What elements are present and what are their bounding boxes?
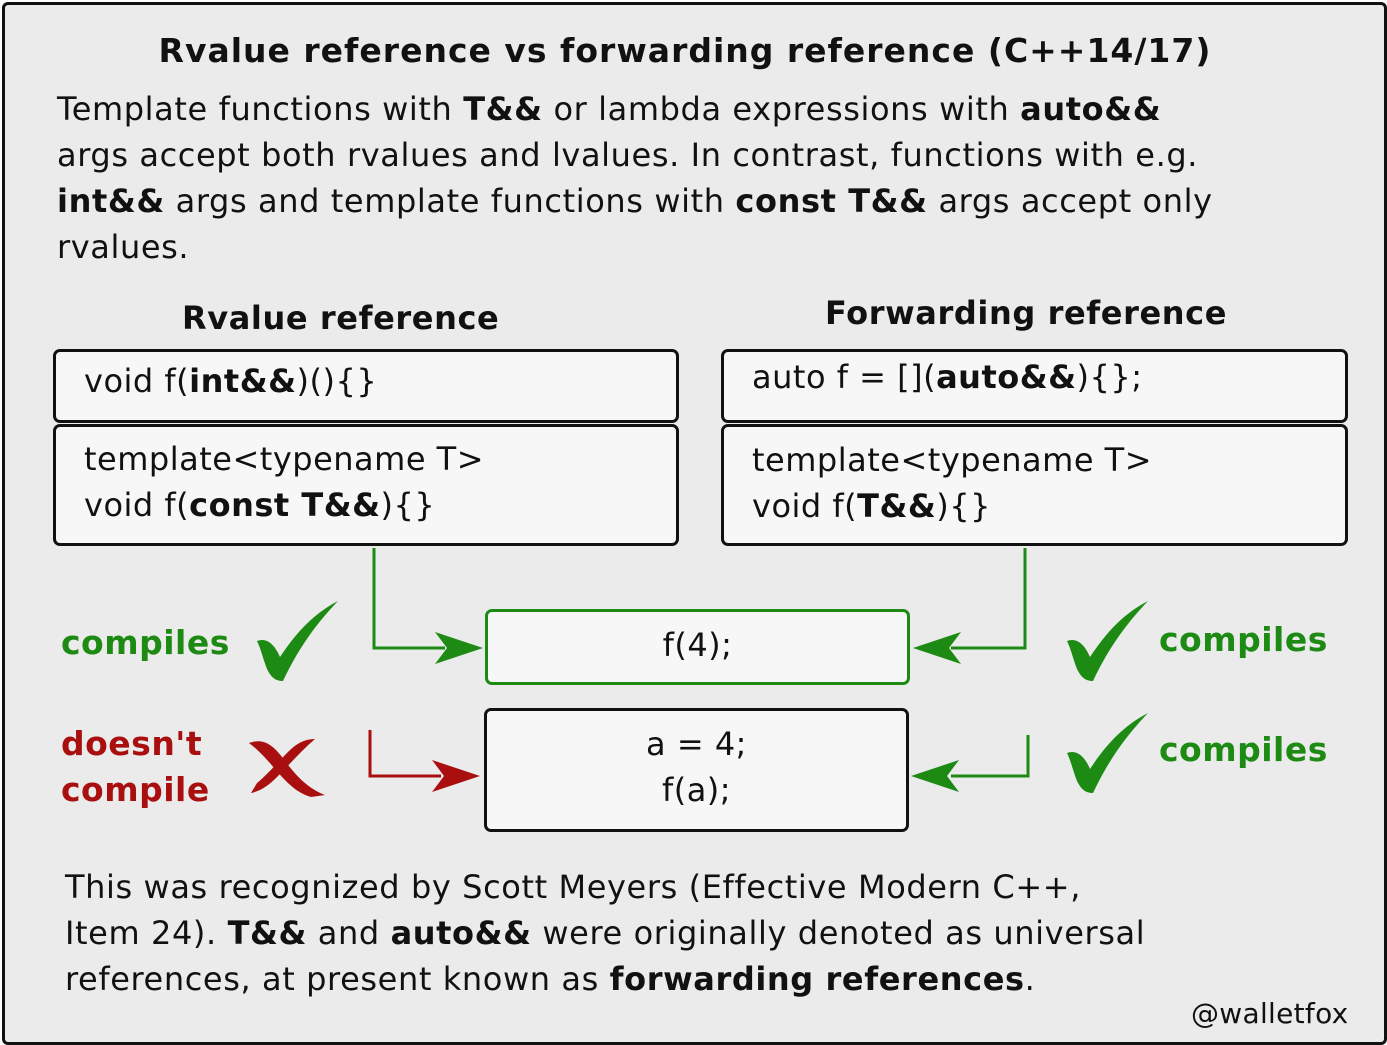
text-run: args accept both rvalues and lvalues. In…	[57, 136, 1199, 174]
code-line: void f(T&&){}	[752, 483, 1345, 529]
code-line: template<typename T>	[752, 437, 1345, 483]
intro-line: int&& args and template functions with c…	[57, 178, 1213, 224]
outro-paragraph: This was recognized by Scott Meyers (Eff…	[65, 864, 1145, 1002]
emphasized-text: auto&&	[1020, 90, 1162, 128]
text-run: template<typename T>	[752, 441, 1153, 479]
intro-line: args accept both rvalues and lvalues. In…	[57, 132, 1213, 178]
emphasized-text: auto&&	[390, 914, 532, 952]
doesnt-compile-line1: doesn't	[61, 724, 203, 763]
outro-line: references, at present known as forwardi…	[65, 956, 1145, 1002]
checkmark-icon	[257, 601, 338, 681]
rvalue-call-box: f(4);	[485, 609, 910, 685]
intro-line: rvalues.	[57, 224, 1213, 270]
cross-icon	[249, 739, 325, 797]
code-line: template<typename T>	[84, 436, 676, 482]
rvalue-call-code: f(4);	[662, 626, 733, 664]
lvalue-call-box: a = 4; f(a);	[484, 708, 909, 832]
text-run: ){}	[936, 487, 991, 525]
text-run: ){};	[1076, 358, 1143, 396]
emphasized-text: const T&&	[735, 182, 928, 220]
text-run: void f(	[752, 487, 858, 525]
doesnt-compile-label: doesn't compile	[61, 721, 210, 813]
text-run: void f(	[84, 362, 190, 400]
text-run: ){}	[380, 486, 436, 524]
rvalue-code-box-template: template<typename T> void f(const T&&){}	[53, 424, 679, 546]
text-run: were originally denoted as universal	[531, 914, 1146, 952]
text-run: and	[307, 914, 391, 952]
text-run: args accept only	[927, 182, 1213, 220]
text-run: void f(	[84, 486, 190, 524]
emphasized-text: T&&	[463, 90, 543, 128]
arrow-left-icon	[913, 548, 1027, 664]
rvalue-reference-heading: Rvalue reference	[182, 299, 500, 337]
forwarding-reference-heading: Forwarding reference	[825, 294, 1228, 332]
forwarding-code-box-template: template<typename T> void f(T&&){}	[721, 424, 1348, 546]
text-run: references, at present known as	[65, 960, 610, 998]
lvalue-call-assign: a = 4;	[646, 725, 747, 763]
emphasized-text: const T&&	[189, 486, 381, 524]
intro-paragraph: Template functions with T&& or lambda ex…	[57, 86, 1213, 270]
connector-layer	[249, 548, 1148, 797]
lvalue-call-code: f(a);	[661, 771, 732, 809]
code-line: auto f = [](auto&&){};	[752, 354, 1345, 400]
text-run: args and template functions with	[164, 182, 736, 220]
checkmark-icon	[1067, 713, 1148, 793]
code-line: void f(int&&)(){}	[84, 358, 676, 404]
arrow-right-icon	[368, 730, 480, 792]
compiles-label-forwarding-ref-rvalue: compiles	[1159, 620, 1328, 659]
emphasized-text: T&&	[227, 914, 308, 952]
text-run: rvalues.	[57, 228, 190, 266]
emphasized-text: int&&	[189, 362, 297, 400]
diagram-title: Rvalue reference vs forwarding reference…	[158, 31, 1212, 70]
text-run: Item 24).	[65, 914, 228, 952]
emphasized-text: auto&&	[936, 358, 1077, 396]
emphasized-text: T&&	[857, 487, 937, 525]
compiles-label-forwarding-ref-lvalue: compiles	[1159, 730, 1328, 769]
emphasized-text: int&&	[57, 182, 165, 220]
author-credit: @walletfox	[1191, 997, 1349, 1030]
checkmark-icon	[1067, 601, 1148, 681]
text-run: template<typename T>	[84, 440, 485, 478]
text-run: auto f = [](	[752, 358, 937, 396]
outro-line: This was recognized by Scott Meyers (Eff…	[65, 864, 1145, 910]
text-run: .	[1024, 960, 1036, 998]
code-line: void f(const T&&){}	[84, 482, 676, 528]
forwarding-code-box-lambda: auto f = [](auto&&){};	[721, 349, 1348, 423]
rvalue-code-box-function: void f(int&&)(){}	[53, 349, 679, 423]
text-run: This was recognized by Scott Meyers (Eff…	[65, 868, 1081, 906]
arrow-left-icon	[911, 735, 1030, 792]
text-run: )(){}	[296, 362, 378, 400]
intro-line: Template functions with T&& or lambda ex…	[57, 86, 1213, 132]
emphasized-text: forwarding references	[609, 960, 1025, 998]
text-run: Template functions with	[57, 90, 464, 128]
outro-line: Item 24). T&& and auto&& were originally…	[65, 910, 1145, 956]
compiles-label-rvalue-ref-rvalue: compiles	[61, 623, 230, 662]
text-run: or lambda expressions with	[542, 90, 1021, 128]
arrow-right-icon	[372, 548, 483, 664]
doesnt-compile-line2: compile	[61, 770, 210, 809]
